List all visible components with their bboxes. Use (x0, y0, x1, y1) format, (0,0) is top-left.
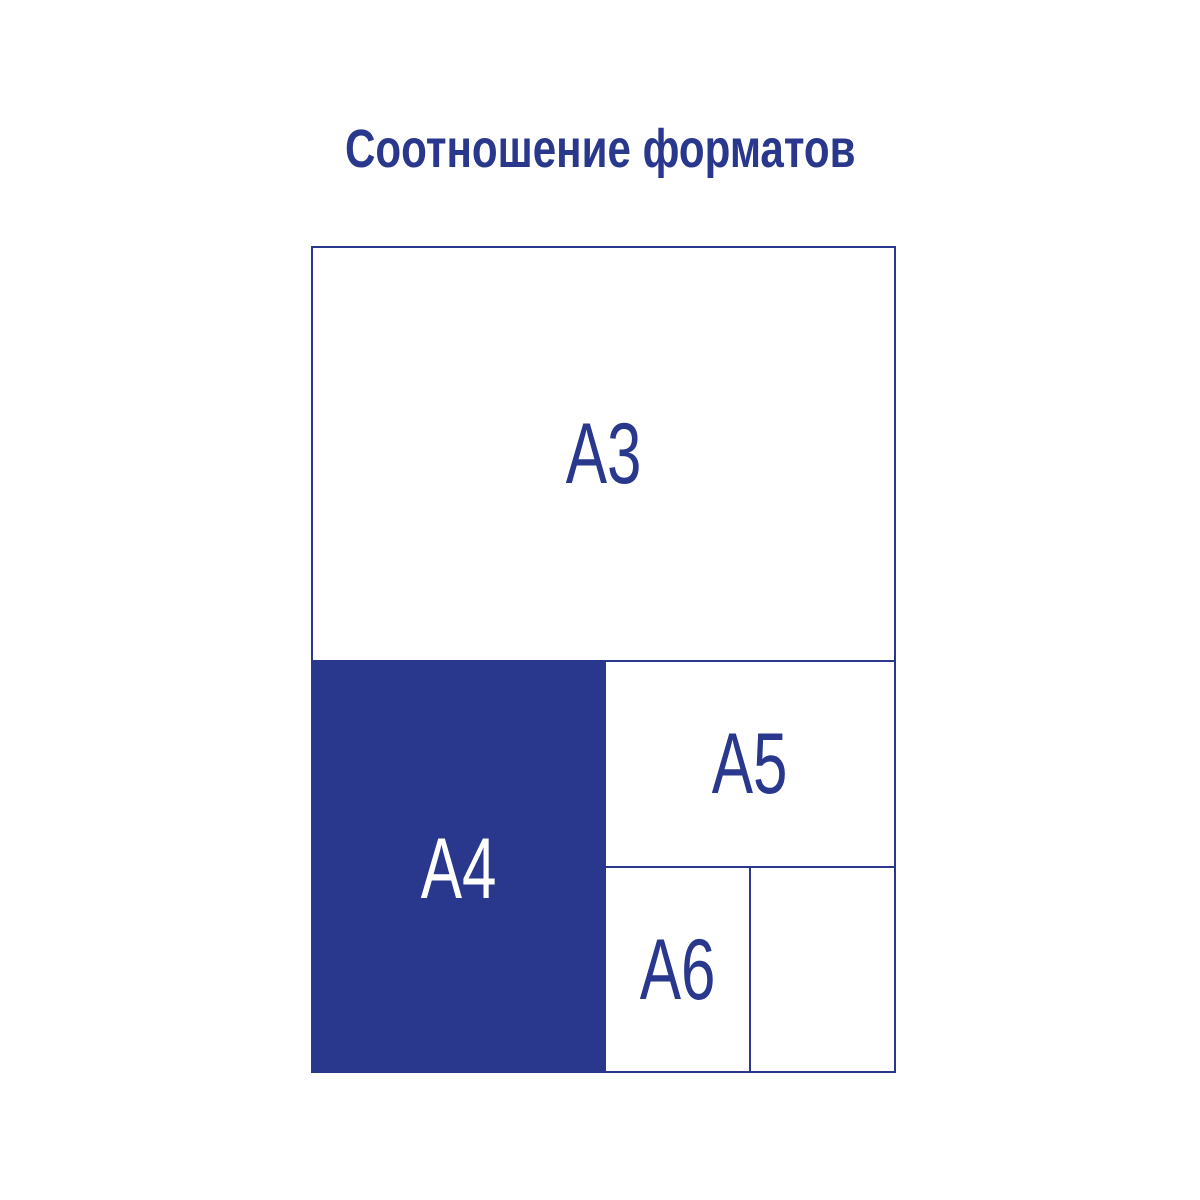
format-a6: A6 (604, 866, 751, 1073)
format-a3-label: A3 (565, 406, 642, 502)
format-a4: A4 (311, 660, 606, 1073)
format-a4-label: A4 (420, 820, 497, 917)
format-a5: A5 (604, 660, 896, 868)
format-a3: A3 (311, 246, 896, 662)
diagram-title: Соотношение форматов (0, 118, 1200, 180)
format-a6-label: A6 (639, 921, 716, 1018)
format-a5-label: A5 (712, 716, 788, 812)
format-a7-empty (749, 866, 896, 1073)
diagram-title-text: Соотношение форматов (344, 119, 856, 179)
